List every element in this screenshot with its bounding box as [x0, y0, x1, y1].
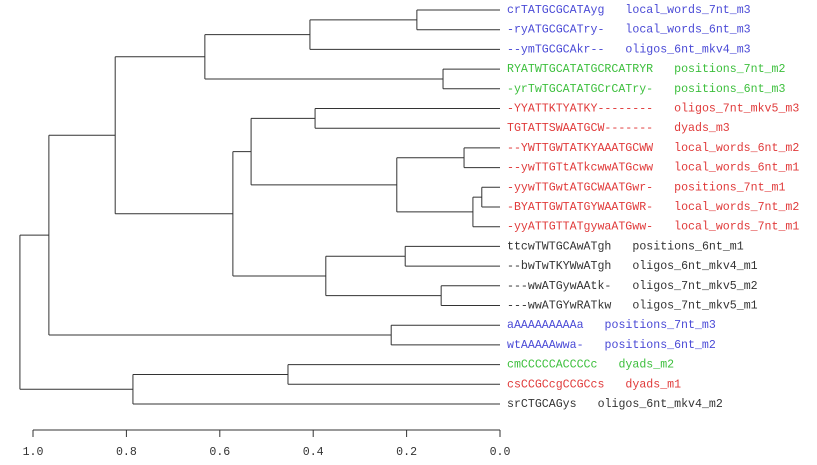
x-tick-label: 0.2: [396, 446, 417, 459]
leaf-name: --ymTGCGCAkr--: [507, 43, 604, 56]
leaf-name: --ywTTGTtATkcwwATGcww: [507, 162, 653, 175]
leaf-name: RYATWTGCATATGCRCATRYR: [507, 63, 653, 76]
leaf-description: local_words_6nt_m1: [674, 162, 799, 175]
leaf-label: -yywTTGwtATGCWAATGwr-positions_7nt_m1: [507, 181, 785, 194]
leaf-description: local_words_7nt_m2: [674, 201, 799, 214]
leaf-name: wtAAAAAwwa-: [507, 339, 584, 352]
x-tick-label: 0.8: [116, 446, 137, 459]
leaf-description: oligos_7nt_mkv5_m1: [632, 300, 757, 313]
leaf-description: dyads_m3: [674, 122, 730, 135]
leaf-label: --ywTTGTtATkcwwATGcww local_words_6nt_m1: [507, 162, 799, 175]
leaf-description: dyads_m2: [618, 359, 674, 372]
leaf-label: ttcwTWTGCAwATgh positions_6nt_m1: [507, 240, 744, 253]
leaf-name: ttcwTWTGCAwATgh: [507, 240, 611, 253]
leaf-name: csCCGCcgCCGCcs: [507, 378, 604, 391]
leaf-description: positions_6nt_m3: [674, 83, 785, 96]
leaf-description: positions_7nt_m3: [605, 319, 716, 332]
leaf-description: local_words_7nt_m3: [625, 4, 750, 17]
leaf-label: -yrTwTGCATATGCrCATry-positions_6nt_m3: [507, 83, 785, 96]
leaf-name: -BYATTGWTATGYWAATGWR-: [507, 201, 653, 214]
leaf-label: -yyATTGTTATgywaATGww-local_words_7nt_m1: [507, 221, 799, 234]
leaf-description: local_words_6nt_m2: [674, 142, 799, 155]
leaf-name: ---wwATGYwRATkw: [507, 300, 611, 313]
leaf-description: local_words_6nt_m3: [625, 24, 750, 37]
leaf-description: positions_6nt_m1: [632, 240, 743, 253]
leaf-name: crTATGCGCATAyg: [507, 4, 604, 17]
leaf-label: ---wwATGYwRATkw oligos_7nt_mkv5_m1: [507, 300, 758, 313]
leaf-name: TGTATTSWAATGCW-------: [507, 122, 653, 135]
leaf-label: aAAAAAAAAAa positions_7nt_m3: [507, 319, 716, 332]
leaf-name: -yrTwTGCATATGCrCATry-: [507, 83, 653, 96]
leaf-label: wtAAAAAwwa-positions_6nt_m2: [507, 339, 716, 352]
leaf-name: -yyATTGTTATgywaATGww-: [507, 221, 653, 234]
leaf-label: -BYATTGWTATGYWAATGWR-local_words_7nt_m2: [507, 201, 799, 214]
x-tick-label: 0.6: [209, 446, 230, 459]
leaf-description: oligos_6nt_mkv4_m2: [598, 398, 723, 411]
leaf-label: -ryATGCGCATry-local_words_6nt_m3: [507, 24, 751, 37]
leaf-label: cmCCCCCACCCCc dyads_m2: [507, 359, 674, 372]
leaf-description: oligos_7nt_mkv5_m3: [674, 103, 799, 116]
x-tick-label: 1.0: [23, 446, 44, 459]
leaf-label: crTATGCGCATAyg local_words_7nt_m3: [507, 4, 751, 17]
leaf-label: ---wwATGywAAtk-oligos_7nt_mkv5_m2: [507, 280, 758, 293]
leaf-description: oligos_6nt_mkv4_m3: [625, 43, 750, 56]
leaf-description: positions_7nt_m1: [674, 181, 785, 194]
leaf-description: oligos_6nt_mkv4_m1: [632, 260, 757, 273]
leaf-name: --YWTTGWTATKYAAATGCWW: [507, 142, 653, 155]
leaf-description: positions_7nt_m2: [674, 63, 785, 76]
leaf-label: csCCGCcgCCGCcs dyads_m1: [507, 378, 681, 391]
leaf-name: -yywTTGwtATGCWAATGwr-: [507, 181, 653, 194]
leaf-label: --YWTTGWTATKYAAATGCWW local_words_6nt_m2: [507, 142, 799, 155]
leaf-name: -YYATTKTYATKY--------: [507, 103, 653, 116]
leaf-label: -YYATTKTYATKY-------- oligos_7nt_mkv5_m3: [507, 103, 799, 116]
leaf-description: oligos_7nt_mkv5_m2: [632, 280, 757, 293]
leaf-label: TGTATTSWAATGCW------- dyads_m3: [507, 122, 730, 135]
leaf-name: --bwTwTKYWwATgh: [507, 260, 611, 273]
leaf-name: srCTGCAGys: [507, 398, 577, 411]
leaf-name: cmCCCCCACCCCc: [507, 359, 597, 372]
leaf-name: -ryATGCGCATry-: [507, 24, 604, 37]
leaf-label: --bwTwTKYWwATgh oligos_6nt_mkv4_m1: [507, 260, 758, 273]
x-tick-label: 0.4: [303, 446, 324, 459]
x-tick-label: 0.0: [490, 446, 511, 459]
leaf-description: dyads_m1: [625, 378, 681, 391]
leaf-name: aAAAAAAAAAa: [507, 319, 584, 332]
leaf-name: ---wwATGywAAtk-: [507, 280, 611, 293]
leaf-label: --ymTGCGCAkr-- oligos_6nt_mkv4_m3: [507, 43, 751, 56]
leaf-description: positions_6nt_m2: [605, 339, 716, 352]
leaf-label: RYATWTGCATATGCRCATRYR positions_7nt_m2: [507, 63, 785, 76]
leaf-description: local_words_7nt_m1: [674, 221, 799, 234]
leaf-label: srCTGCAGys oligos_6nt_mkv4_m2: [507, 398, 723, 411]
